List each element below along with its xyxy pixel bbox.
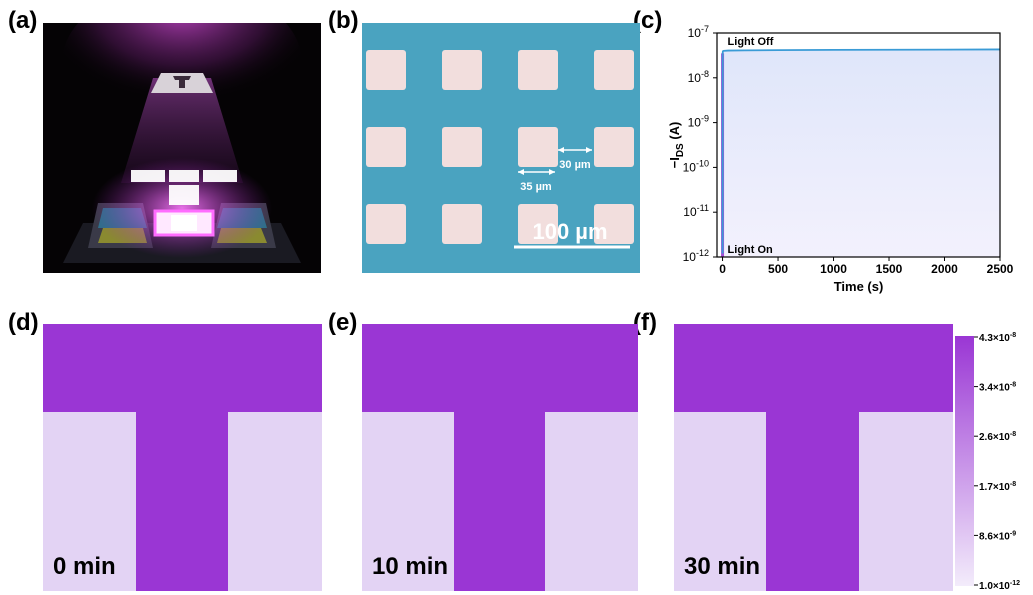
x-axis-label: Time (s) [834, 279, 884, 294]
y-tick-label: 10-11 [683, 203, 709, 219]
electrode-pad [366, 204, 406, 244]
x-tick-label: 1000 [820, 262, 847, 276]
electrode-pad [518, 50, 558, 90]
map-pixel-dim [674, 499, 768, 591]
panel-label-f: (f) [633, 309, 657, 336]
colorbar-gradient [955, 336, 974, 586]
map-pixel-bright [136, 499, 230, 591]
map-pixel-dim [545, 412, 638, 499]
map-pixel-dim [362, 412, 455, 499]
y-tick-label: 10-12 [683, 248, 709, 264]
map-pixel-bright [454, 412, 547, 499]
x-tick-label: 1500 [876, 262, 903, 276]
photocurrent-map: 30 min [674, 324, 953, 591]
map-pixel-bright [859, 324, 953, 412]
electrode-pad [366, 127, 406, 167]
colorbar-tick-label: 1.0×10-12 [979, 580, 1020, 590]
map-pixel-bright [766, 324, 860, 412]
panel-label-d: (d) [8, 309, 39, 336]
electrode-pad [442, 50, 482, 90]
optical-micrograph: 100 µm 30 µm 35 µm [362, 23, 640, 273]
panel-label-b: (b) [328, 7, 359, 34]
y-tick-label: 10-8 [688, 69, 709, 85]
electrode-pad [594, 127, 634, 167]
electrode-pad [442, 204, 482, 244]
chart-svg: 0 500 1000 1500 2000 2500 10-12 10-11 10-10 10-9 1… [667, 24, 1014, 294]
curve-fill-area [722, 49, 1000, 258]
x-tick-label: 500 [768, 262, 788, 276]
electrode-pad [442, 127, 482, 167]
photocurrent-map: 10 min [362, 324, 638, 591]
map-pixel-bright [766, 499, 860, 591]
map-pixel-bright [454, 324, 547, 412]
photoresponse-chart: 0 500 1000 1500 2000 2500 10-12 10-11 10-10 10-9 1… [665, 10, 1015, 300]
map-pixel-bright [136, 412, 230, 499]
map-pixel-dim [228, 499, 322, 591]
map-pixel-bright [228, 324, 322, 412]
y-tick-label: 10-9 [688, 114, 709, 130]
time-label: 10 min [372, 553, 449, 580]
colorbar-svg: 4.3×10-8 3.4×10-8 2.6×10-8 1.7×10-8 8.6×10-9… [955, 332, 1020, 592]
map-pixel-bright [674, 324, 768, 412]
scale-bar-label: 100 µm [532, 219, 607, 244]
y-axis-label: −IDS (A) [667, 122, 686, 169]
map-pixel-dim [362, 499, 455, 591]
colorbar-tick-label: 4.3×10-8 [979, 332, 1016, 344]
light-on-annotation: Light On [728, 244, 773, 256]
colorbar-tick-label: 3.4×10-8 [979, 382, 1016, 394]
schematic-illustration [43, 23, 321, 273]
electrode-pad [518, 204, 558, 244]
electrode-pad [366, 50, 406, 90]
light-off-annotation: Light Off [728, 36, 774, 48]
map-pixel-dim [674, 412, 768, 499]
panel-label-e: (e) [328, 309, 358, 336]
chart-frame [716, 32, 1001, 258]
electrode-pad [518, 127, 558, 167]
map-pixel-dim [43, 412, 137, 499]
y-tick-label: 10-10 [683, 158, 709, 174]
colorbar-tick-label: 1.7×10-8 [979, 481, 1016, 493]
map-pixel-bright [136, 324, 230, 412]
x-tick-label: 0 [719, 262, 726, 276]
time-label: 30 min [684, 553, 761, 580]
micrograph-image: 100 µm 30 µm 35 µm [362, 23, 640, 273]
map-pixel-dim [43, 499, 137, 591]
width-dimension-label: 35 µm [520, 181, 552, 193]
map-pixel-bright [454, 499, 547, 591]
photocurrent-map: 0 min [43, 324, 322, 591]
y-tick-label: 10-7 [688, 24, 709, 40]
colorbar-tick-label: 2.6×10-8 [979, 431, 1016, 443]
x-tick-label: 2000 [931, 262, 958, 276]
map-pixel-bright [362, 324, 455, 412]
map-pixel-dim [859, 412, 953, 499]
time-label: 0 min [53, 553, 116, 580]
map-pixel-dim [859, 499, 953, 591]
map-pixel-dim [228, 412, 322, 499]
map-pixel-dim [545, 499, 638, 591]
map-pixel-bright [766, 412, 860, 499]
current-series-line [721, 48, 1001, 254]
device-schematic [43, 23, 321, 273]
map-pixel-bright [545, 324, 638, 412]
panel-label-a: (a) [8, 7, 38, 34]
x-tick-label: 2500 [987, 262, 1014, 276]
colorbar-tick-label: 8.6×10-9 [979, 530, 1016, 542]
gap-dimension-label: 30 µm [559, 159, 591, 171]
map-pixel-bright [43, 324, 137, 412]
colorbar: 4.3×10-8 3.4×10-8 2.6×10-8 1.7×10-8 8.6×10-9… [955, 332, 1033, 592]
electrode-pad [594, 50, 634, 90]
electrode-pad [594, 204, 634, 244]
